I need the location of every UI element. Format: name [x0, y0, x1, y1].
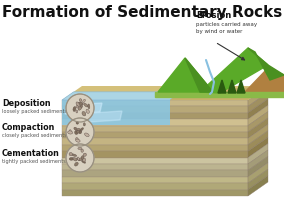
Ellipse shape	[83, 99, 85, 103]
Ellipse shape	[76, 138, 78, 141]
Ellipse shape	[82, 161, 85, 163]
Polygon shape	[248, 112, 268, 132]
Polygon shape	[62, 183, 248, 190]
Ellipse shape	[77, 128, 80, 131]
Ellipse shape	[69, 152, 72, 156]
Polygon shape	[248, 118, 268, 138]
Ellipse shape	[79, 130, 82, 134]
Polygon shape	[62, 113, 248, 119]
Text: closely packed sediments: closely packed sediments	[2, 134, 67, 138]
Ellipse shape	[78, 157, 80, 160]
Polygon shape	[62, 177, 248, 183]
Polygon shape	[248, 124, 268, 145]
Polygon shape	[228, 80, 236, 93]
Ellipse shape	[88, 104, 90, 109]
Ellipse shape	[83, 123, 85, 126]
Ellipse shape	[76, 106, 78, 108]
Circle shape	[66, 94, 94, 122]
Polygon shape	[248, 176, 268, 196]
Ellipse shape	[86, 109, 89, 113]
Polygon shape	[62, 86, 268, 100]
Ellipse shape	[69, 157, 74, 160]
Ellipse shape	[85, 133, 89, 137]
Ellipse shape	[81, 149, 83, 152]
Polygon shape	[248, 144, 268, 164]
Ellipse shape	[78, 131, 82, 133]
Text: Formation of Sedimentary Rocks: Formation of Sedimentary Rocks	[2, 4, 282, 20]
Polygon shape	[158, 58, 213, 92]
Polygon shape	[62, 164, 248, 170]
Polygon shape	[62, 106, 248, 113]
Polygon shape	[248, 99, 268, 119]
Text: tightly packed sediments: tightly packed sediments	[2, 160, 66, 164]
Polygon shape	[245, 68, 284, 95]
Ellipse shape	[74, 127, 77, 130]
Polygon shape	[248, 137, 268, 158]
Ellipse shape	[77, 158, 80, 161]
Ellipse shape	[82, 111, 86, 116]
Polygon shape	[75, 111, 122, 123]
Polygon shape	[248, 105, 268, 126]
Ellipse shape	[75, 130, 78, 134]
Ellipse shape	[76, 102, 80, 106]
Ellipse shape	[79, 99, 82, 102]
Text: Cementation: Cementation	[2, 150, 60, 158]
Ellipse shape	[76, 110, 78, 113]
Polygon shape	[200, 48, 268, 93]
Ellipse shape	[73, 107, 76, 111]
Text: loosely packed sediments: loosely packed sediments	[2, 110, 67, 114]
Polygon shape	[62, 170, 248, 177]
Polygon shape	[62, 158, 248, 164]
Polygon shape	[237, 80, 245, 93]
Polygon shape	[62, 145, 248, 151]
Polygon shape	[248, 163, 268, 183]
Ellipse shape	[84, 103, 88, 107]
Ellipse shape	[68, 131, 73, 134]
Ellipse shape	[72, 154, 77, 156]
Ellipse shape	[79, 158, 83, 161]
Polygon shape	[248, 48, 284, 80]
Text: particles carried away
by wind or water: particles carried away by wind or water	[196, 22, 257, 34]
Ellipse shape	[76, 139, 80, 142]
Ellipse shape	[69, 130, 71, 133]
Ellipse shape	[80, 128, 83, 131]
Ellipse shape	[73, 158, 77, 161]
Ellipse shape	[74, 162, 78, 166]
Text: Deposition: Deposition	[2, 99, 51, 108]
Polygon shape	[248, 92, 268, 113]
Polygon shape	[170, 86, 268, 100]
Ellipse shape	[83, 153, 86, 156]
Text: Erosion: Erosion	[196, 11, 231, 20]
Ellipse shape	[80, 105, 83, 107]
Polygon shape	[62, 126, 248, 132]
Polygon shape	[218, 80, 226, 93]
Polygon shape	[248, 131, 268, 151]
Ellipse shape	[77, 130, 80, 133]
Polygon shape	[62, 92, 181, 100]
Ellipse shape	[81, 156, 84, 160]
Polygon shape	[62, 132, 248, 138]
Polygon shape	[185, 58, 213, 92]
Polygon shape	[62, 100, 170, 125]
Polygon shape	[65, 103, 102, 114]
Ellipse shape	[76, 122, 79, 124]
Ellipse shape	[78, 106, 82, 110]
Polygon shape	[155, 92, 284, 97]
Circle shape	[66, 144, 94, 172]
Text: Compaction: Compaction	[2, 123, 55, 132]
Polygon shape	[62, 190, 248, 196]
Polygon shape	[62, 151, 248, 158]
Polygon shape	[248, 150, 268, 170]
Polygon shape	[248, 156, 268, 177]
Ellipse shape	[78, 147, 82, 150]
Ellipse shape	[83, 158, 85, 162]
Ellipse shape	[78, 102, 83, 105]
Circle shape	[66, 118, 94, 146]
Polygon shape	[62, 100, 248, 106]
Ellipse shape	[79, 102, 83, 105]
Polygon shape	[62, 138, 248, 145]
Polygon shape	[248, 86, 268, 106]
Polygon shape	[62, 119, 248, 126]
Polygon shape	[248, 169, 268, 190]
